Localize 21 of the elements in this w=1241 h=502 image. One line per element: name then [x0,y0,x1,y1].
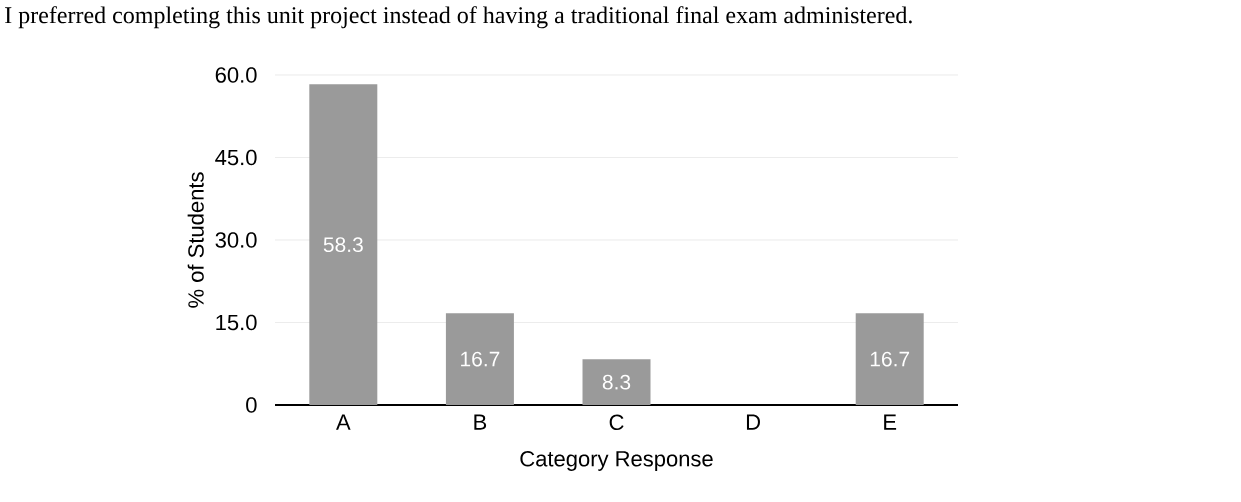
y-tick-label: 0 [246,397,257,413]
x-tick-label: E [884,414,897,430]
y-tick-label: 15.0 [216,314,257,331]
x-tick-label: C [609,414,624,431]
data-label: 16.7 [870,351,910,367]
y-tick-label: 45.0 [215,149,257,166]
y-tick-label: 60.0 [215,67,257,83]
chart-title: I preferred completing this unit project instead of having a traditional final exam administered. [5,6,912,29]
bar [582,359,651,405]
x-tick-label: D [746,414,760,430]
x-tick-label: A [336,414,351,430]
bar [855,313,924,405]
bar [445,313,514,405]
x-tick-label: B [474,414,487,430]
bar [309,84,378,405]
y-tick-label: 30.0 [215,232,257,248]
y-axis-title: % of Students [187,172,204,308]
data-label: 58.3 [323,237,363,253]
x-axis-title: Category Response [520,450,713,471]
data-label: 16.7 [461,351,500,367]
data-label: 8.3 [602,374,631,390]
